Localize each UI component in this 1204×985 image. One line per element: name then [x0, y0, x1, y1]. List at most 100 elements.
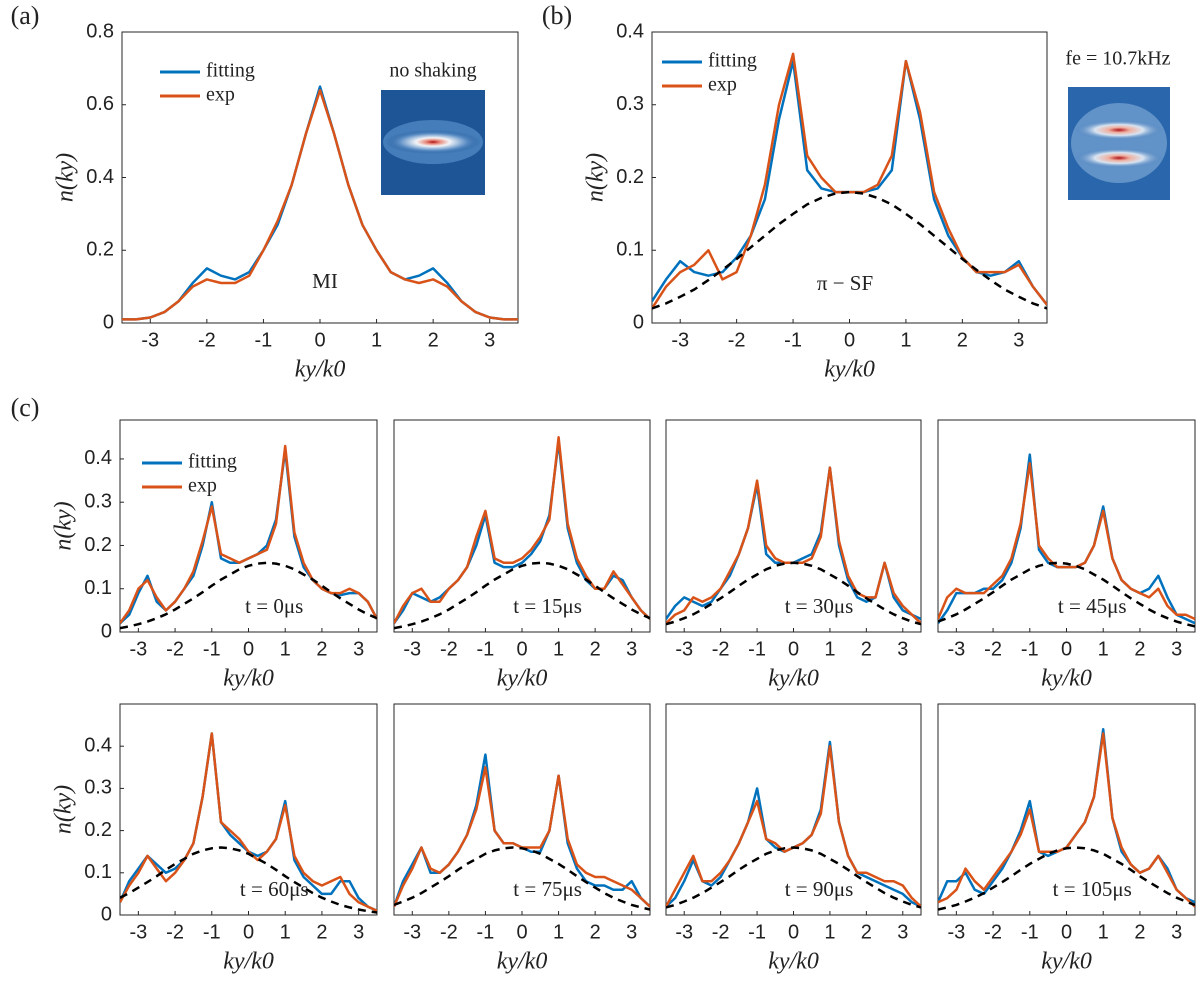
annotation: t = 75μs	[513, 877, 582, 901]
series-line	[938, 462, 1195, 621]
y-tick-label: 0.6	[86, 93, 114, 115]
x-tick-label: 2	[590, 638, 601, 660]
legend-label: fitting	[188, 451, 237, 473]
x-axis-label: ky/k0	[1041, 949, 1092, 975]
y-tick-label: 0.8	[86, 20, 114, 42]
x-tick-label: 1	[553, 638, 564, 660]
chart-panel: -3 -2 -1 0 1 2 3 ky/k0 t = 90μs	[665, 703, 922, 975]
x-tick-label: -1	[203, 638, 221, 660]
chart-panel: -3 -2 -1 0 1 2 3 0 0.1 0.2 0.3 0.4 ky/k0 n(ky) t = 60μ…	[51, 703, 378, 975]
x-tick-label: 1	[824, 921, 835, 943]
y-tick-label: 0.1	[84, 577, 112, 599]
envelope-line	[120, 561, 377, 630]
x-tick-label: -1	[784, 329, 802, 351]
x-tick-label: 0	[1061, 921, 1072, 943]
x-tick-label: 3	[353, 638, 364, 660]
annotation: t = 15μs	[513, 594, 582, 618]
x-tick-label: -1	[1021, 921, 1039, 943]
x-tick-label: -1	[1021, 638, 1039, 660]
x-tick-label: -3	[129, 921, 147, 943]
series-line	[120, 444, 377, 625]
series-group	[652, 52, 1047, 310]
series-group	[394, 753, 650, 911]
envelope-line	[120, 846, 377, 914]
x-tick-label: 0	[788, 921, 799, 943]
x-tick-label: 0	[314, 329, 325, 351]
series-line	[122, 85, 518, 321]
y-tick-label: 0.4	[616, 20, 644, 42]
x-tick-label: 0	[844, 329, 855, 351]
x-tick-label: 3	[484, 329, 495, 351]
series-group	[938, 453, 1195, 628]
envelope-line	[938, 846, 1195, 911]
y-tick-label: 0.2	[84, 534, 112, 556]
series-group	[666, 466, 921, 626]
x-axis-label: ky/k0	[768, 949, 819, 975]
panel-label: (a)	[11, 1, 40, 30]
y-tick-label: 0.4	[84, 447, 112, 469]
x-tick-label: 1	[371, 329, 382, 351]
inset-image-a	[381, 90, 485, 195]
series-line	[652, 52, 1047, 310]
x-tick-label: -1	[255, 329, 273, 351]
x-tick-label: -3	[947, 638, 965, 660]
x-tick-label: 3	[626, 638, 637, 660]
series-group	[122, 85, 518, 321]
annotation: t = 90μs	[785, 877, 854, 901]
x-tick-label: 2	[316, 638, 327, 660]
chart-panel: -3 -2 -1 0 1 2 3 0 0.1 0.2 0.3 0.4 ky/k0 n(ky) (b) fe =…	[542, 1, 1171, 383]
x-tick-label: 1	[900, 329, 911, 351]
x-tick-label: -2	[166, 921, 184, 943]
y-tick-label: 0.1	[616, 239, 644, 261]
x-tick-label: 1	[553, 921, 564, 943]
legend-label: fitting	[206, 60, 255, 82]
x-tick-label: -2	[984, 921, 1002, 943]
legend-label: exp	[188, 475, 217, 497]
series-group	[938, 728, 1195, 911]
x-tick-label: 3	[626, 921, 637, 943]
x-tick-label: -1	[203, 921, 221, 943]
x-tick-label: -3	[141, 329, 159, 351]
x-tick-label: 1	[280, 921, 291, 943]
y-tick-label: 0.2	[84, 819, 112, 841]
chart-panel: -3 -2 -1 0 1 2 3 ky/k0 t = 30μs	[665, 419, 922, 692]
x-tick-label: -1	[477, 921, 495, 943]
x-tick-label: -3	[675, 638, 693, 660]
y-axis-label: n(ky)	[51, 501, 77, 550]
series-group	[394, 436, 650, 630]
x-tick-label: 2	[957, 329, 968, 351]
x-tick-label: -2	[712, 921, 730, 943]
series-line	[122, 88, 518, 321]
y-tick-label: 0.2	[616, 166, 644, 188]
series-line	[394, 436, 650, 624]
x-tick-label: -3	[671, 329, 689, 351]
y-tick-label: 0.3	[84, 777, 112, 799]
x-tick-label: -1	[748, 921, 766, 943]
series-line	[120, 732, 377, 912]
series-line	[652, 59, 1047, 306]
envelope-line	[394, 561, 650, 630]
x-tick-label: 0	[788, 638, 799, 660]
x-tick-label: 0	[243, 921, 254, 943]
y-tick-label: 0	[633, 311, 644, 333]
chart-panel: -3 -2 -1 0 1 2 3 ky/k0 t = 105μs	[937, 703, 1196, 975]
x-tick-label: 0	[516, 638, 527, 660]
x-axis-label: ky/k0	[497, 949, 548, 975]
x-tick-label: 1	[824, 638, 835, 660]
x-tick-label: -3	[129, 638, 147, 660]
chart-panel: -3 -2 -1 0 1 2 3 ky/k0 t = 15μs	[393, 419, 651, 692]
x-tick-label: -1	[748, 638, 766, 660]
x-axis-label: ky/k0	[223, 666, 274, 692]
y-tick-label: 0.3	[84, 490, 112, 512]
x-tick-label: -3	[675, 921, 693, 943]
chart-panel: -3 -2 -1 0 1 2 3 0 0.2 0.4 0.6 0.8 ky/k0 n(ky) (a) no s…	[11, 1, 519, 383]
x-tick-label: -2	[440, 638, 458, 660]
series-group	[120, 444, 377, 630]
envelope-line	[938, 561, 1195, 628]
x-tick-label: -2	[440, 921, 458, 943]
y-tick-label: 0	[101, 903, 112, 925]
panel-label: (c)	[11, 393, 40, 422]
x-axis-label: ky/k0	[295, 357, 346, 383]
x-tick-label: 2	[861, 638, 872, 660]
